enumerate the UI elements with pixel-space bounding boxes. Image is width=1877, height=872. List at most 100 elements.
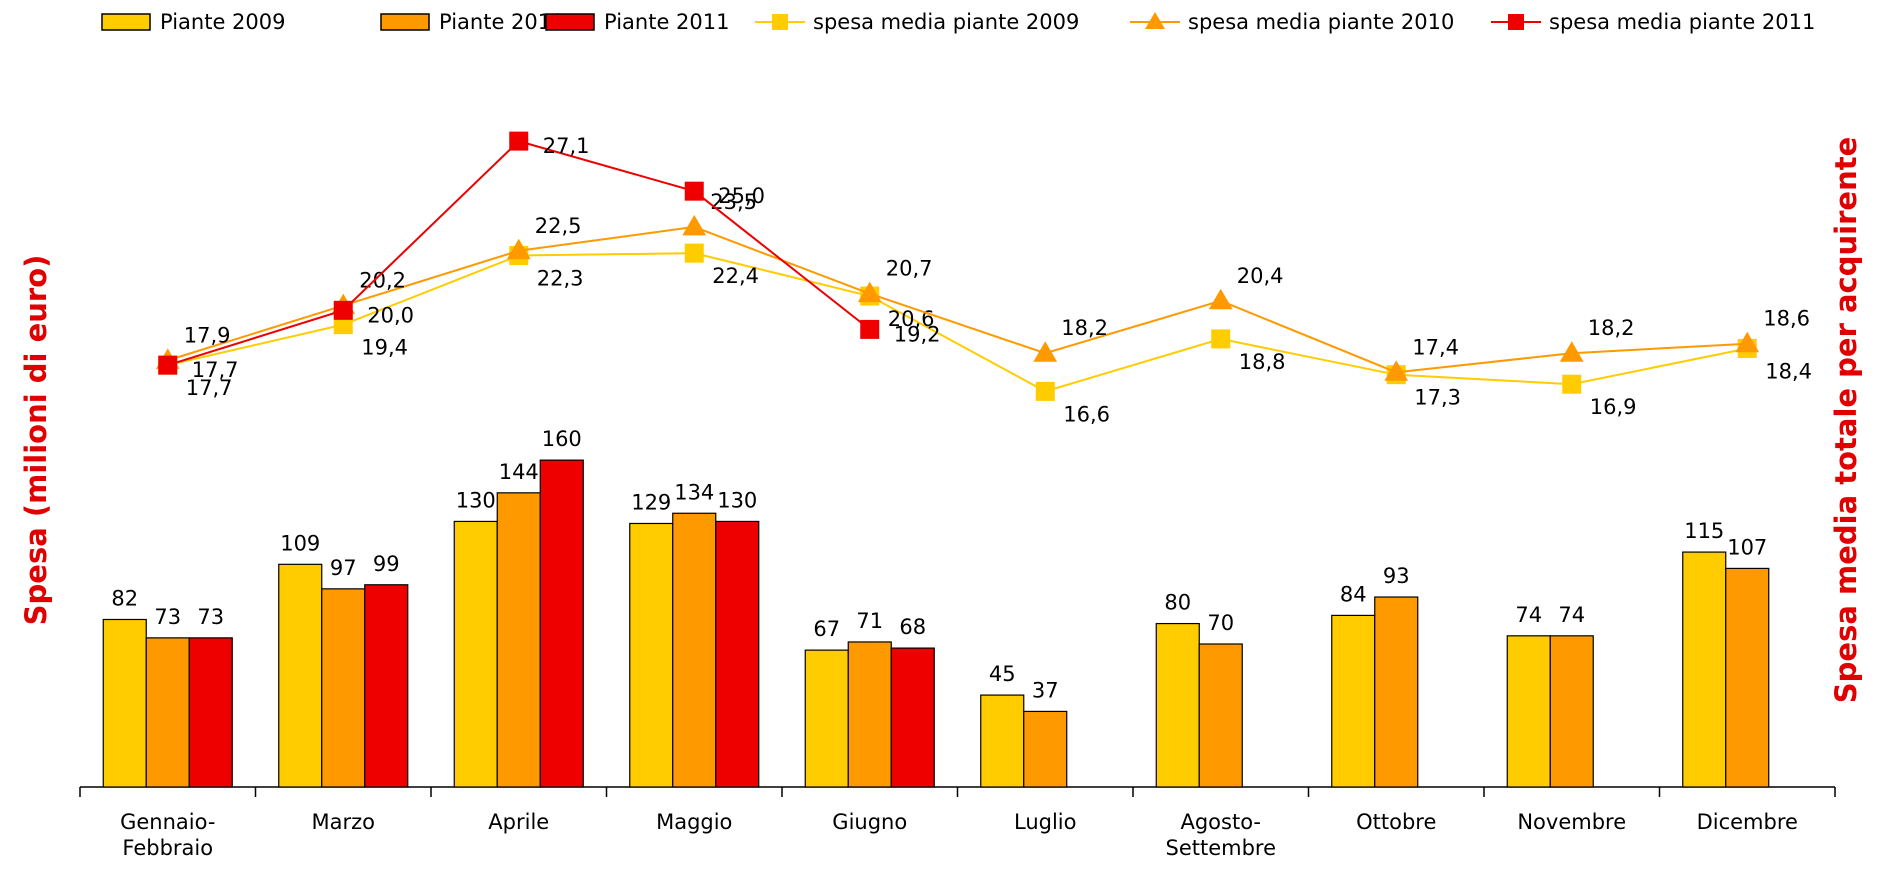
bar-value-label: 73 — [197, 605, 224, 629]
line-value-label: 19,2 — [894, 322, 941, 346]
legend-marker — [1508, 14, 1524, 30]
bar — [1506, 635, 1551, 788]
legend-label: Piante 2010 — [439, 10, 565, 34]
bar-value-label: 160 — [542, 427, 582, 451]
bar — [804, 649, 849, 788]
bar — [1198, 643, 1243, 788]
line — [167, 225, 1748, 374]
line-marker — [1384, 360, 1409, 381]
legend-swatch — [380, 13, 430, 31]
bar-value-label: 74 — [1558, 603, 1585, 627]
bar-value-label: 37 — [1032, 678, 1059, 702]
x-tick-label: Gennaio-Febbraio — [120, 810, 216, 860]
line-value-label: 17,4 — [1412, 335, 1459, 359]
bar — [890, 647, 935, 788]
line-value-label: 19,4 — [361, 336, 408, 360]
bar — [629, 522, 674, 788]
line-value-label: 22,3 — [537, 267, 584, 291]
line-value-label: 17,3 — [1414, 386, 1461, 410]
bar-value-label: 67 — [813, 617, 840, 641]
bar-value-label: 82 — [111, 586, 138, 610]
bar — [1023, 710, 1068, 788]
bar — [145, 637, 190, 788]
bar-value-label: 71 — [856, 609, 883, 633]
line-marker — [158, 355, 178, 375]
bar — [102, 618, 147, 788]
bar — [980, 694, 1025, 788]
bar — [715, 520, 760, 788]
line-marker — [1033, 341, 1058, 362]
bar-value-label: 99 — [373, 552, 400, 576]
line-marker — [1562, 374, 1582, 394]
legend-label: spesa media piante 2009 — [813, 10, 1079, 34]
line-marker — [682, 214, 707, 236]
bar — [1549, 635, 1594, 788]
line-marker — [506, 238, 531, 260]
legend-marker — [772, 14, 788, 30]
x-tick-label: Novembre — [1517, 810, 1627, 834]
bar — [672, 512, 717, 788]
bar-value-label: 115 — [1684, 519, 1724, 543]
x-tick-label: Giugno — [832, 810, 908, 834]
bar — [1155, 622, 1200, 788]
bar-value-label: 84 — [1340, 582, 1367, 606]
x-tick-label: Ottobre — [1356, 810, 1437, 834]
legend-marker — [1145, 12, 1165, 29]
line-value-label: 20,0 — [367, 303, 414, 327]
line-value-label: 20,4 — [1237, 264, 1284, 288]
bar — [847, 641, 892, 788]
bar — [364, 584, 409, 788]
line-marker — [857, 281, 882, 303]
line-marker — [509, 131, 529, 151]
bar — [1725, 567, 1770, 788]
line-marker — [684, 181, 704, 201]
y-axis-label: Spesa (milioni di euro) — [19, 255, 53, 626]
bar-value-label: 45 — [989, 662, 1016, 686]
line-value-label: 16,9 — [1590, 395, 1637, 419]
legend-label: spesa media piante 2011 — [1549, 10, 1815, 34]
bar-value-label: 80 — [1164, 591, 1191, 615]
line-value-label: 18,6 — [1763, 307, 1810, 331]
line — [167, 252, 1748, 393]
bar-value-label: 73 — [154, 605, 181, 629]
legend-swatch — [101, 13, 151, 31]
bar-value-label: 97 — [330, 556, 357, 580]
line-value-label: 16,6 — [1063, 402, 1110, 426]
line-value-label: 25,0 — [718, 184, 765, 208]
line-marker — [333, 300, 353, 320]
bar-value-label: 109 — [280, 531, 320, 555]
line-value-label: 18,2 — [1588, 316, 1635, 340]
bar — [1331, 614, 1376, 788]
bar — [1374, 596, 1419, 788]
bar — [539, 459, 584, 788]
line-marker — [1211, 329, 1231, 349]
x-tick-label: Aprile — [488, 810, 550, 834]
x-tick-label: Dicembre — [1696, 810, 1798, 834]
line-value-label: 17,9 — [184, 323, 231, 347]
bar-value-label: 107 — [1727, 535, 1767, 559]
line-value-label: 20,7 — [886, 257, 933, 281]
bar — [188, 637, 233, 788]
line-value-label: 18,4 — [1765, 359, 1812, 383]
line-marker — [1559, 341, 1584, 362]
bar — [278, 563, 323, 788]
bar-value-label: 144 — [499, 460, 539, 484]
bar — [1682, 551, 1727, 788]
line-marker — [1208, 288, 1233, 310]
bar-value-label: 93 — [1383, 564, 1410, 588]
line-value-label: 17,7 — [192, 358, 239, 382]
bar — [453, 520, 498, 788]
bar-value-label: 74 — [1515, 603, 1542, 627]
line-marker — [860, 319, 880, 339]
line-marker — [684, 243, 704, 263]
bar-value-label: 129 — [631, 490, 671, 514]
x-tick-label: Marzo — [311, 810, 376, 834]
line-marker — [1035, 381, 1055, 401]
line-value-label: 18,2 — [1061, 316, 1108, 340]
y2-axis-label: Spesa media totale per acquirente — [1829, 137, 1863, 704]
bar — [496, 492, 541, 788]
bar — [321, 588, 366, 788]
bar-value-label: 134 — [674, 480, 714, 504]
